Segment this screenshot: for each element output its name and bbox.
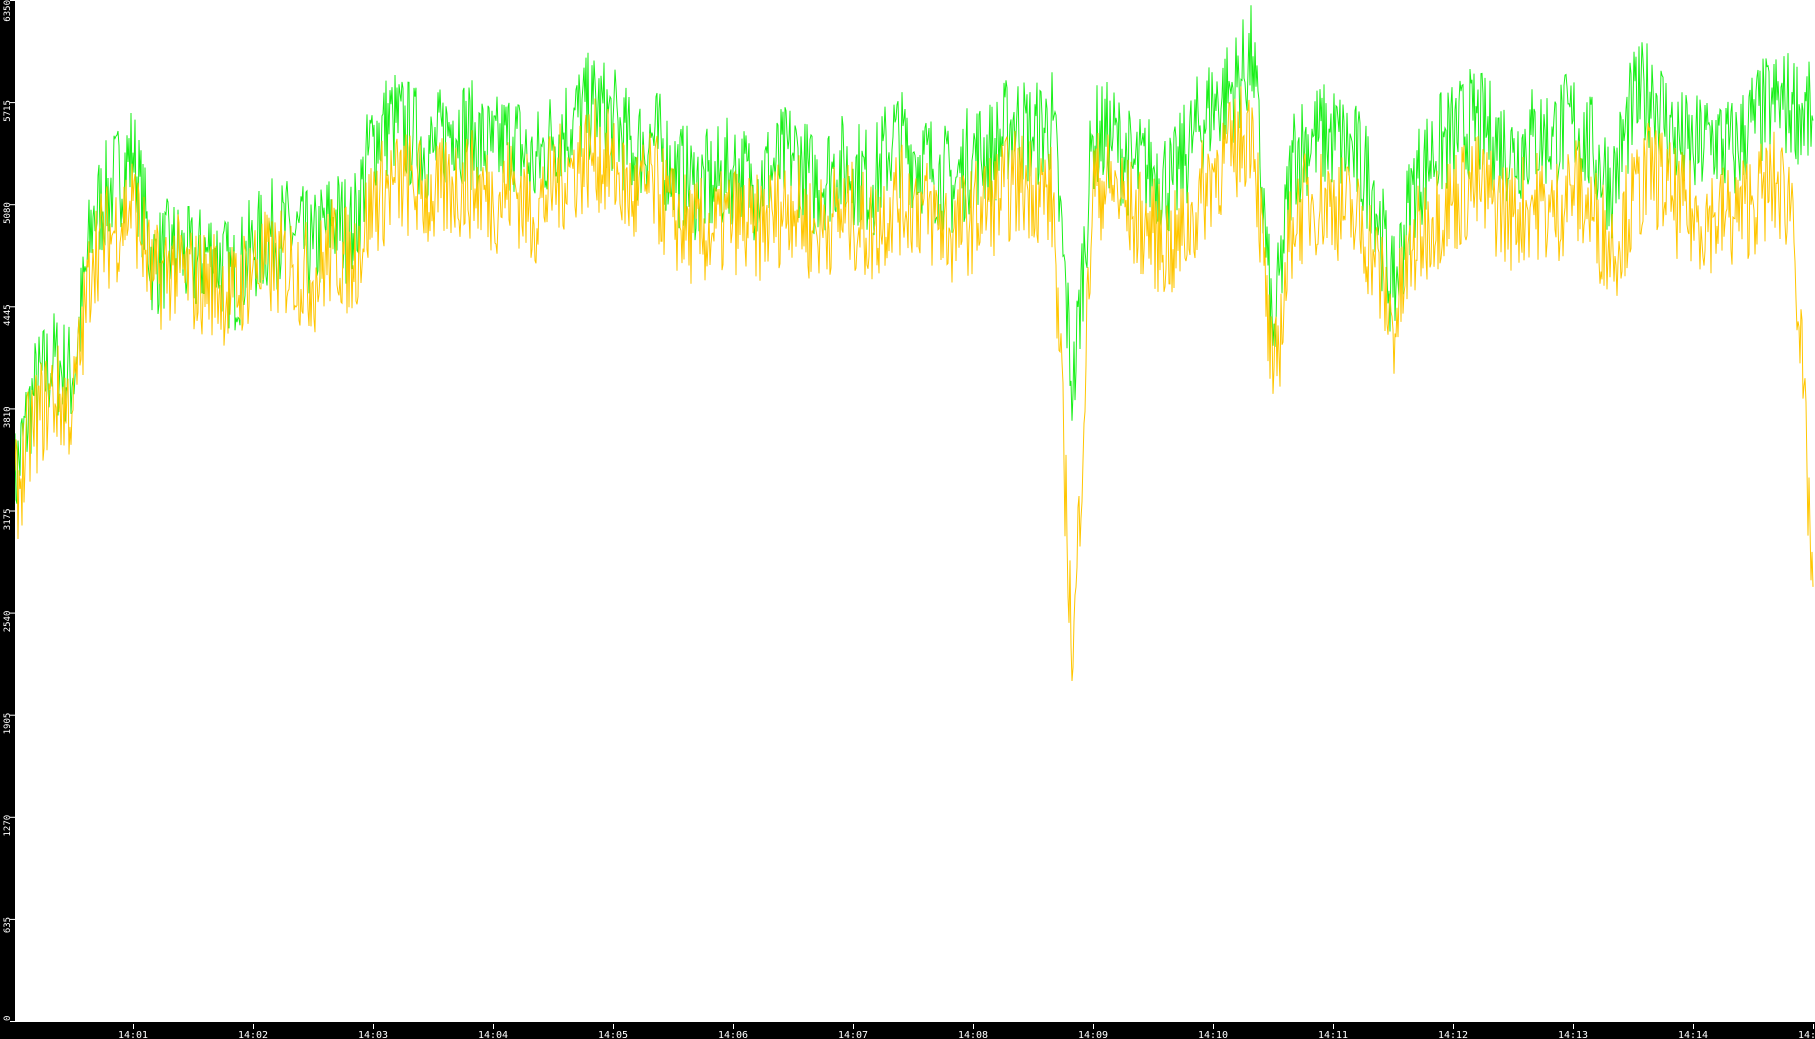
x-tick-label: 14:03 xyxy=(358,1030,388,1039)
y-tick-label: 4445 xyxy=(3,304,13,326)
y-tick-label: 5715 xyxy=(3,100,13,122)
y-tick-label: 6350 xyxy=(3,0,13,22)
x-tick-label: 14:04 xyxy=(478,1030,508,1039)
x-tick-label: 14:13 xyxy=(1558,1030,1588,1039)
x-tick-label: 14:05 xyxy=(598,1030,628,1039)
x-tick-label: 14:06 xyxy=(718,1030,748,1039)
series-line-1 xyxy=(12,5,1814,542)
x-tick-label: 14:15 xyxy=(1798,1030,1815,1039)
y-tick-label: 1905 xyxy=(3,713,13,735)
x-axis-strip xyxy=(0,1022,1815,1039)
x-tick-label: 14:11 xyxy=(1318,1030,1348,1039)
y-tick-label: 635 xyxy=(3,917,13,933)
y-tick-label: 2540 xyxy=(3,611,13,633)
y-tick-label: 3175 xyxy=(3,509,13,531)
y-tick-label: 3810 xyxy=(3,406,13,428)
x-axis: 14:01 14:02 14:03 14:04 14:05 14:06 14:07 14:08… xyxy=(0,1022,1815,1039)
x-tick-label: 14:08 xyxy=(958,1030,988,1039)
x-tick-label: 14:10 xyxy=(1198,1030,1228,1039)
x-tick-label: 14:02 xyxy=(238,1030,268,1039)
x-tick-label: 14:14 xyxy=(1678,1030,1708,1039)
x-tick-label: 14:09 xyxy=(1078,1030,1108,1039)
x-tick-label: 14:07 xyxy=(838,1030,868,1039)
y-axis-strip xyxy=(0,0,15,1039)
y-tick-label: 5080 xyxy=(3,202,13,224)
x-tick-label: 14:12 xyxy=(1438,1030,1468,1039)
series-line-2 xyxy=(12,86,1814,682)
y-axis: 0 635 1270 1905 2540 3175 3810 4445 5080 5715 6350 xyxy=(0,0,15,1039)
x-tick-label: 14:01 xyxy=(118,1030,148,1039)
series-layer xyxy=(12,5,1814,682)
y-tick-label: 0 xyxy=(3,1016,13,1021)
y-tick-label: 1270 xyxy=(3,815,13,837)
